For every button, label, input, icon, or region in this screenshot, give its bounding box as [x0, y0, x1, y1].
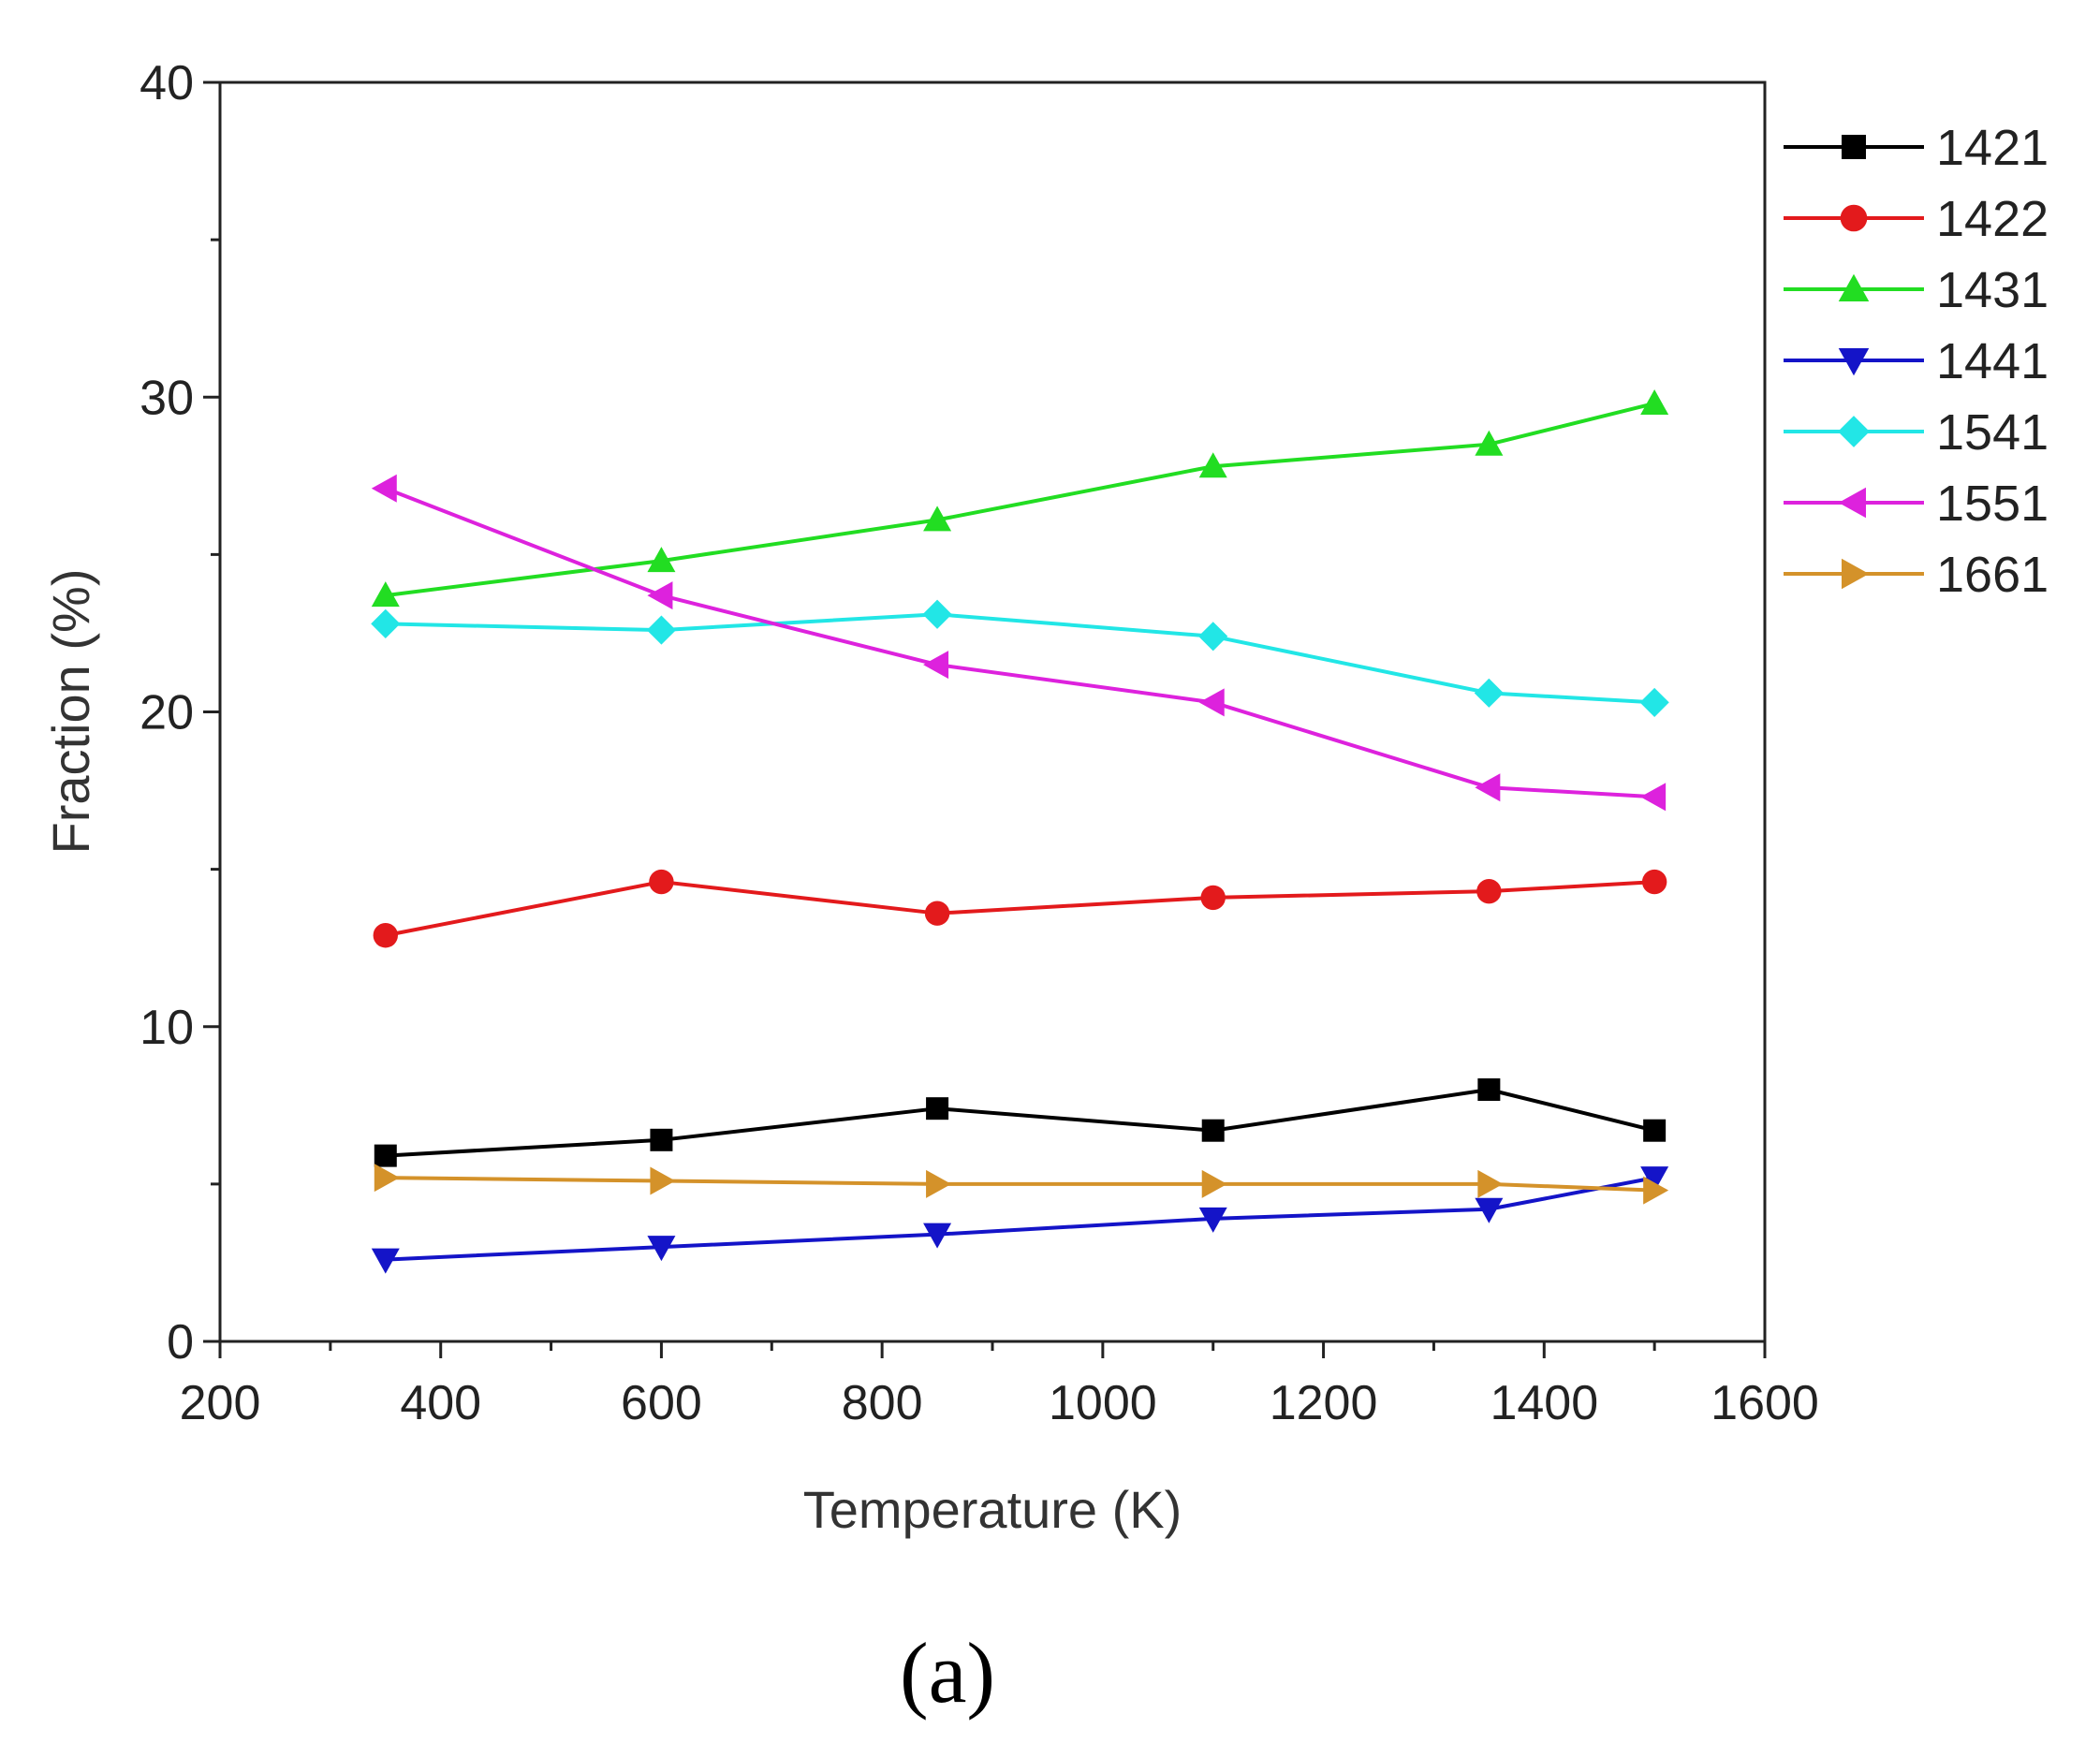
- legend-label: 1661: [1936, 547, 2049, 603]
- x-tick-label: 200: [180, 1376, 261, 1430]
- data-point-1441: [647, 1236, 676, 1262]
- x-tick-label: 800: [842, 1376, 923, 1430]
- series-1661: [374, 1164, 1669, 1205]
- data-point-1421: [374, 1144, 397, 1167]
- legend-label: 1541: [1936, 404, 2049, 461]
- data-point-1431: [647, 547, 676, 573]
- series-1431: [371, 388, 1669, 608]
- legend-label: 1422: [1936, 191, 2049, 247]
- data-point-1431: [1640, 388, 1669, 415]
- data-point-1541: [371, 608, 401, 638]
- legend-item-1661: 1661: [1784, 547, 2049, 603]
- y-tick-label: 10: [140, 1001, 194, 1055]
- legend-marker: [1838, 416, 1870, 447]
- data-point-1551: [1640, 783, 1667, 812]
- data-point-1422: [1476, 878, 1502, 904]
- series-1421: [374, 1078, 1667, 1167]
- x-tick-label: 1400: [1490, 1376, 1598, 1430]
- x-axis: 200 400 600 800 1000 1200 1400 1600: [180, 1341, 1819, 1430]
- legend-marker: [1842, 135, 1866, 159]
- x-tick-label: 400: [400, 1376, 481, 1430]
- data-point-1541: [1198, 622, 1228, 652]
- x-tick-label: 1600: [1711, 1376, 1819, 1430]
- y-axis-title: Fraction (%): [41, 569, 100, 855]
- data-point-1431: [371, 581, 400, 608]
- x-tick-label: 1200: [1270, 1376, 1378, 1430]
- legend-marker: [1838, 348, 1870, 376]
- x-axis-title: Temperature (K): [803, 1480, 1182, 1539]
- data-point-1441: [1198, 1207, 1227, 1233]
- series-line-1441: [385, 1176, 1655, 1262]
- series-1441: [371, 1166, 1669, 1274]
- legend-marker: [1838, 273, 1870, 301]
- legend-item-1551: 1551: [1784, 476, 2049, 532]
- data-point-1441: [1640, 1166, 1669, 1193]
- data-point-1421: [1201, 1119, 1225, 1142]
- series-line-1431: [385, 402, 1655, 598]
- legend-item-1441: 1441: [1784, 333, 2049, 389]
- data-point-1441: [371, 1248, 400, 1274]
- data-point-1661: [1201, 1169, 1227, 1198]
- data-point-1551: [647, 581, 673, 610]
- x-tick-label: 600: [621, 1376, 702, 1430]
- series-line-1422: [385, 880, 1655, 938]
- legend-marker: [1838, 487, 1866, 519]
- series-line-1421: [385, 1088, 1655, 1158]
- data-point-1441: [923, 1223, 952, 1249]
- data-point-1541: [1474, 678, 1504, 708]
- data-point-1421: [1643, 1119, 1667, 1142]
- data-point-1661: [374, 1164, 400, 1193]
- legend-item-1541: 1541: [1784, 404, 2049, 461]
- data-point-1431: [923, 505, 952, 532]
- data-point-1421: [926, 1097, 949, 1120]
- series-line-1551: [385, 486, 1655, 799]
- data-point-1422: [1641, 869, 1667, 895]
- series-layer: [371, 388, 1669, 1274]
- legend-item-1422: 1422: [1784, 191, 2049, 247]
- legend-item-1431: 1431: [1784, 262, 2049, 318]
- data-point-1422: [649, 869, 674, 895]
- legend-label: 1431: [1936, 262, 2049, 318]
- data-point-1421: [650, 1128, 673, 1151]
- data-point-1661: [926, 1169, 952, 1198]
- data-point-1441: [1475, 1197, 1504, 1223]
- data-point-1422: [373, 923, 398, 948]
- data-point-1551: [1475, 773, 1501, 802]
- legend-label: 1551: [1936, 476, 2049, 532]
- figure-caption: (a): [900, 1625, 995, 1721]
- x-tick-label: 1000: [1049, 1376, 1157, 1430]
- data-point-1551: [1198, 688, 1225, 717]
- legend-label: 1441: [1936, 333, 2049, 389]
- series-line-1541: [385, 612, 1655, 705]
- data-point-1541: [922, 599, 952, 629]
- data-point-1661: [1643, 1176, 1669, 1205]
- data-point-1421: [1477, 1078, 1501, 1101]
- y-tick-label: 40: [140, 56, 194, 110]
- legend-item-1421: 1421: [1784, 120, 2049, 176]
- legend-marker: [1842, 558, 1870, 590]
- data-point-1541: [646, 615, 677, 645]
- y-tick-label: 0: [167, 1315, 194, 1370]
- legend-label: 1421: [1936, 120, 2049, 176]
- data-point-1422: [1200, 885, 1226, 911]
- series-1551: [371, 474, 1667, 812]
- data-point-1541: [1639, 687, 1669, 718]
- data-point-1422: [924, 901, 950, 926]
- series-line-1661: [385, 1176, 1655, 1193]
- data-point-1661: [650, 1166, 676, 1195]
- y-tick-label: 30: [140, 371, 194, 425]
- data-point-1431: [1198, 452, 1227, 478]
- data-point-1661: [1477, 1169, 1504, 1198]
- data-point-1551: [923, 651, 949, 680]
- legend: 1421 1422 1431 1441 1541 1551 1661: [1784, 120, 2049, 603]
- y-axis: 0 10 20 30 40: [140, 56, 220, 1370]
- series-1541: [371, 599, 1669, 718]
- legend-marker: [1840, 204, 1868, 232]
- data-point-1551: [371, 474, 397, 503]
- y-tick-label: 20: [140, 686, 194, 740]
- series-1422: [373, 869, 1667, 948]
- data-point-1431: [1475, 430, 1504, 456]
